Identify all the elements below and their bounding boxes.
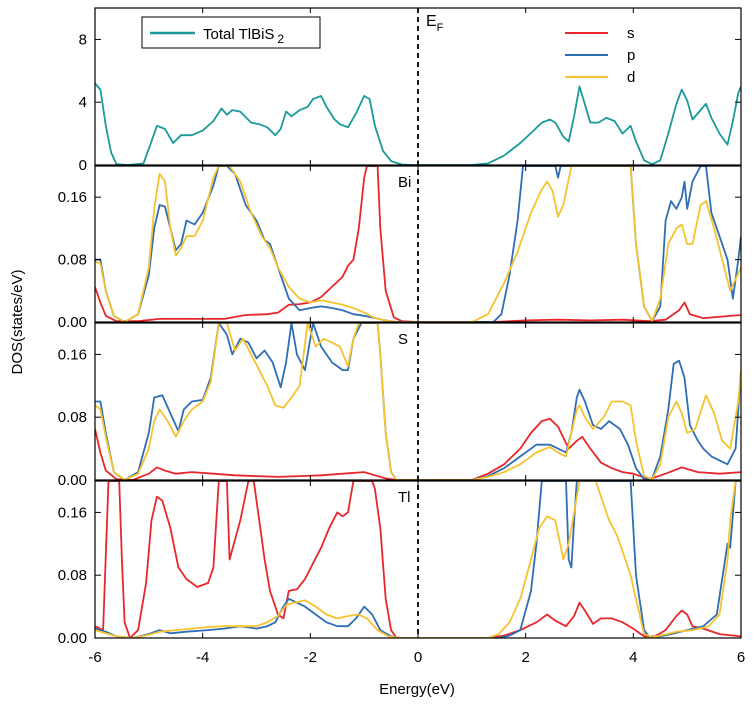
panel-2-series (95, 323, 741, 480)
series-line-s-panel-1 (95, 166, 741, 322)
legend-s-label: s (627, 25, 635, 42)
panel-2 (95, 323, 741, 480)
fermi-label-sub: F (437, 22, 444, 34)
y-axis-label: DOS(states/eV) (9, 269, 26, 374)
y-tick-label: 0 (79, 157, 87, 174)
panel-1 (95, 166, 741, 322)
fermi-label-main: E (426, 13, 437, 30)
frame-layer: 0 4 8 0.00 0.08 0.16 Bi 0.00 0.08 0.16 S 0.00 0.08 0.… (58, 7, 742, 647)
panel-3 (95, 481, 741, 638)
x-tick-label: 2 (521, 649, 529, 666)
panel-3-series (95, 481, 741, 638)
legend-total-label-main: Total TlBiS (203, 26, 274, 43)
x-tick-label: 0 (414, 649, 422, 666)
x-tick-label: 6 (737, 649, 745, 666)
y-tick-label: 0.00 (58, 630, 87, 647)
series-line-total-panel-0 (95, 82, 741, 165)
x-tick-labels: -6 -4 -2 0 2 4 6 (88, 649, 745, 666)
y-tick-label: 0.08 (58, 567, 87, 584)
series-line-p-panel-2 (95, 323, 741, 480)
x-tick-label: -4 (196, 649, 209, 666)
y-tick-label: 0.08 (58, 409, 87, 426)
y-tick-label: 8 (79, 31, 87, 48)
fermi-label: EF (426, 13, 444, 34)
legend-total: Total TlBiS 2 (141, 16, 321, 49)
panel-label-tl: Tl (398, 489, 411, 506)
series-line-s-panel-3 (95, 481, 741, 638)
y-tick-label: 0.00 (58, 314, 87, 331)
legend-total-label: Total TlBiS 2 (203, 26, 284, 46)
series-line-s-panel-2 (95, 417, 741, 480)
x-tick-label: -2 (304, 649, 317, 666)
panel-label-s: S (398, 331, 408, 348)
y-tick-label: 0.08 (58, 252, 87, 269)
y-tick-label: 4 (79, 94, 87, 111)
legend-orbitals: s p d (565, 25, 635, 86)
series-line-d-panel-1 (95, 166, 741, 322)
panels-layer (95, 82, 741, 638)
panel-0-series (95, 82, 741, 165)
y-tick-label: 0.00 (58, 472, 87, 489)
x-tick-label: 4 (629, 649, 637, 666)
x-tick-label: -6 (88, 649, 101, 666)
y-tick-label: 0.16 (58, 504, 87, 521)
panel-label-bi: Bi (398, 174, 411, 191)
legend-p-label: p (627, 47, 635, 64)
y-tick-label: 0.16 (58, 189, 87, 206)
legend-total-label-sub: 2 (277, 32, 284, 46)
panel-0 (95, 82, 741, 165)
x-axis-label: Energy(eV) (379, 681, 455, 698)
series-line-d-panel-2 (95, 323, 741, 480)
y-tick-label: 0.16 (58, 346, 87, 363)
series-line-d-panel-3 (95, 481, 741, 638)
legend-d-label: d (627, 69, 635, 86)
panel-1-series (95, 166, 741, 322)
